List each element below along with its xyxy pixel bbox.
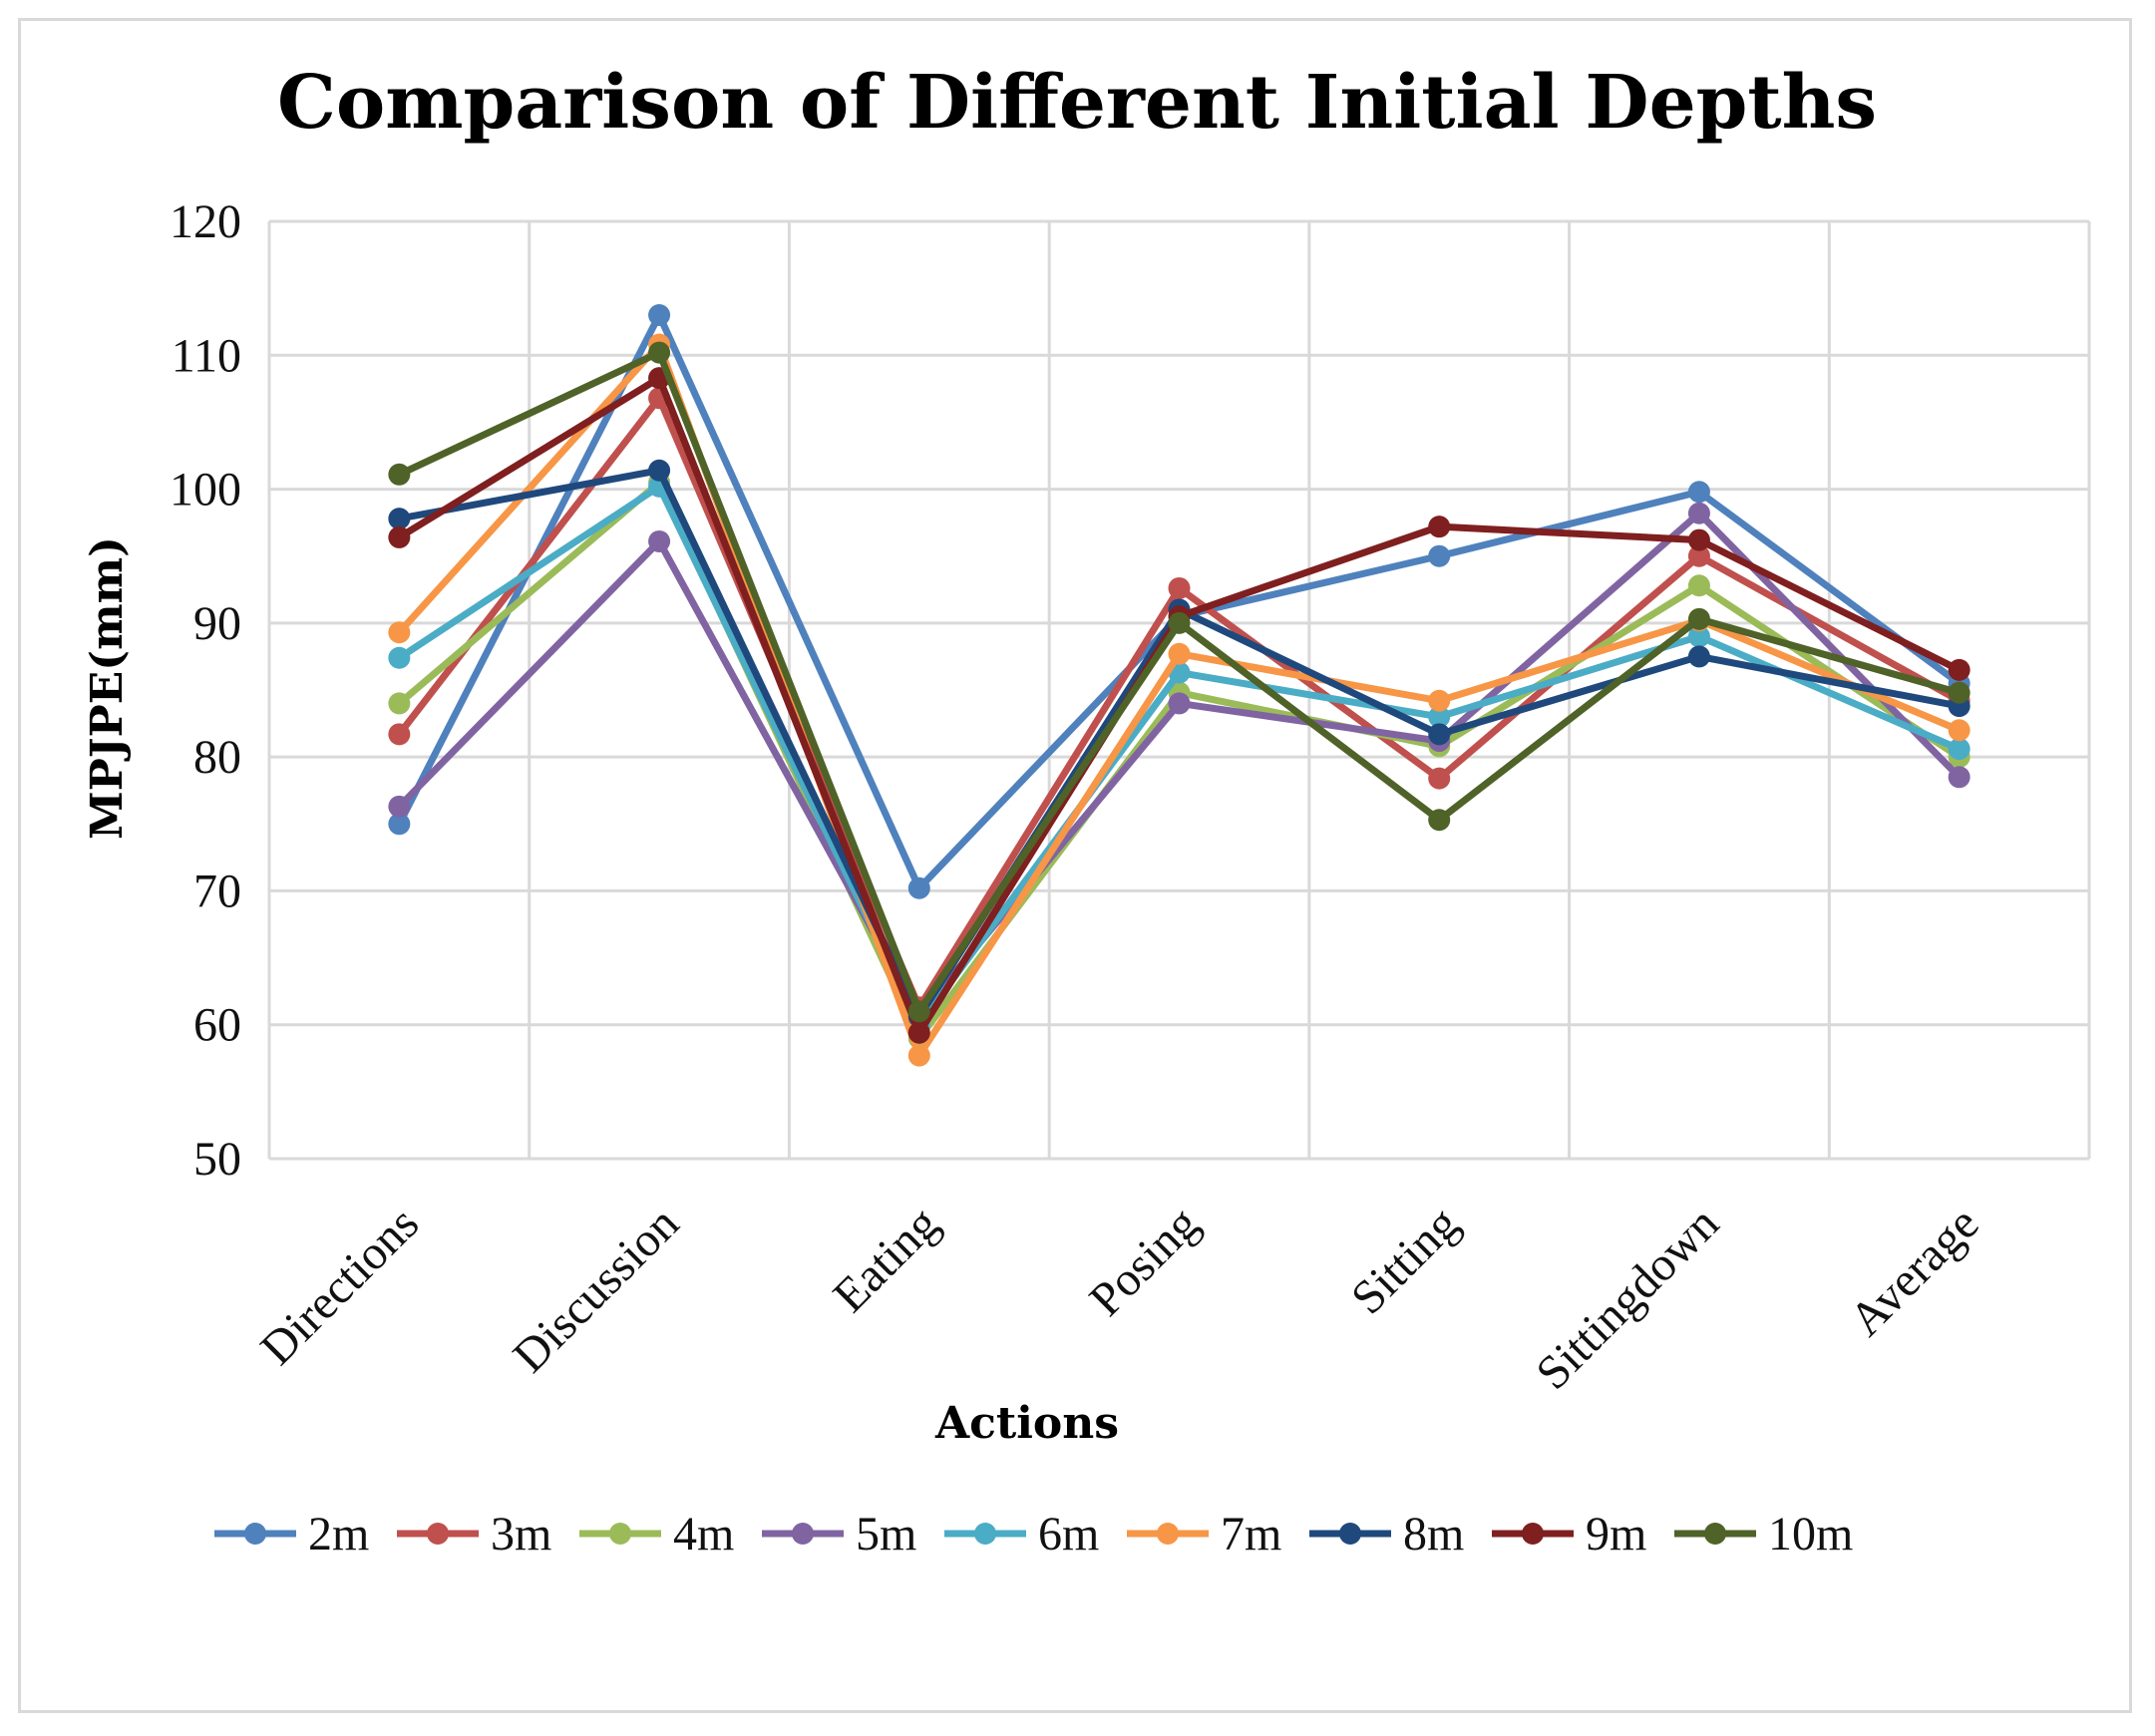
data-point bbox=[1168, 692, 1191, 715]
axes bbox=[267, 221, 2089, 1161]
x-category-label: Average bbox=[1840, 1197, 1989, 1346]
x-category-label: Sitting bbox=[1341, 1197, 1469, 1324]
data-point bbox=[1168, 642, 1191, 665]
y-tick-label: 110 bbox=[172, 329, 241, 382]
data-point bbox=[1428, 689, 1451, 712]
data-point bbox=[648, 459, 671, 482]
legend-swatch-marker bbox=[1157, 1523, 1179, 1545]
legend-item: 10m bbox=[1674, 1508, 1853, 1561]
data-point bbox=[1428, 544, 1451, 567]
data-point bbox=[907, 1021, 930, 1044]
data-point bbox=[388, 692, 411, 715]
data-point bbox=[388, 621, 411, 644]
legend-label: 3m bbox=[491, 1508, 551, 1561]
data-point bbox=[388, 813, 411, 836]
data-point bbox=[388, 723, 411, 746]
chart-title: Comparison of Different Initial Depths bbox=[277, 60, 1877, 146]
legend-label: 4m bbox=[673, 1508, 734, 1561]
legend-swatch-marker bbox=[1704, 1523, 1726, 1545]
x-axis-title: Actions bbox=[934, 1398, 1119, 1449]
data-point bbox=[1168, 611, 1191, 634]
data-point bbox=[648, 304, 671, 326]
data-point bbox=[1428, 767, 1451, 790]
y-tick-labels: 50 60 70 80 90 100 110 120 bbox=[170, 195, 241, 1186]
data-point bbox=[1687, 625, 1710, 648]
x-category-labels: Directions Discussion Eating Posing Sitting S… bbox=[250, 1197, 1988, 1399]
legend-label: 6m bbox=[1038, 1508, 1099, 1561]
data-point bbox=[1687, 502, 1710, 524]
data-point bbox=[1948, 681, 1971, 704]
data-point bbox=[1948, 738, 1971, 761]
data-point bbox=[1687, 528, 1710, 551]
x-category-label: Posing bbox=[1079, 1197, 1209, 1326]
y-tick-label: 120 bbox=[170, 195, 241, 248]
data-point bbox=[388, 525, 411, 548]
data-point bbox=[1168, 576, 1191, 599]
legend-swatch-marker bbox=[244, 1523, 266, 1545]
legend-item: 4m bbox=[579, 1508, 734, 1561]
gridlines bbox=[269, 219, 2091, 1159]
y-tick-label: 90 bbox=[193, 597, 241, 650]
series-10m bbox=[388, 341, 1971, 1023]
legend-swatch-marker bbox=[1522, 1523, 1544, 1545]
data-point bbox=[1687, 574, 1710, 597]
data-point bbox=[388, 508, 411, 530]
data-point bbox=[648, 341, 671, 364]
legend-item: 9m bbox=[1492, 1508, 1646, 1561]
data-point bbox=[1428, 516, 1451, 538]
x-category-label: Sittingdown bbox=[1526, 1197, 1728, 1399]
data-point bbox=[1687, 544, 1710, 567]
x-category-label: Eating bbox=[823, 1197, 948, 1322]
data-point bbox=[1687, 481, 1710, 504]
legend-swatch-marker bbox=[974, 1523, 996, 1545]
legend-label: 10m bbox=[1768, 1508, 1853, 1561]
chart-frame bbox=[18, 18, 2132, 1713]
data-point bbox=[1428, 705, 1451, 728]
legend-label: 2m bbox=[308, 1508, 369, 1561]
legend-swatch-marker bbox=[609, 1523, 631, 1545]
data-point bbox=[1948, 766, 1971, 789]
legend-item: 7m bbox=[1127, 1508, 1281, 1561]
legend-label: 8m bbox=[1403, 1508, 1464, 1561]
legend-label: 9m bbox=[1586, 1508, 1646, 1561]
legend-item: 5m bbox=[762, 1508, 916, 1561]
legend-label: 7m bbox=[1221, 1508, 1281, 1561]
data-point bbox=[1948, 719, 1971, 742]
data-point bbox=[907, 876, 930, 899]
x-category-label: Directions bbox=[250, 1197, 429, 1375]
data-point bbox=[1687, 607, 1710, 630]
data-point bbox=[388, 463, 411, 486]
data-point bbox=[388, 795, 411, 818]
data-point bbox=[1428, 809, 1451, 832]
data-point bbox=[1948, 658, 1971, 681]
legend-item: 2m bbox=[214, 1508, 369, 1561]
data-point bbox=[388, 646, 411, 669]
legend-label: 5m bbox=[856, 1508, 916, 1561]
y-tick-label: 80 bbox=[193, 731, 241, 784]
data-point bbox=[1687, 645, 1710, 668]
legend-swatch-marker bbox=[427, 1523, 449, 1545]
legend-swatch-marker bbox=[1339, 1523, 1361, 1545]
y-tick-label: 100 bbox=[170, 464, 241, 517]
legend-item: 8m bbox=[1309, 1508, 1464, 1561]
legend-swatch-marker bbox=[792, 1523, 814, 1545]
y-tick-label: 60 bbox=[193, 999, 241, 1052]
data-point bbox=[907, 1044, 930, 1067]
y-tick-label: 50 bbox=[193, 1133, 241, 1186]
y-tick-label: 70 bbox=[193, 865, 241, 917]
legend: 2m 3m 4m 5m 6m 7m 8m 9m 10m bbox=[214, 1508, 1853, 1561]
data-point bbox=[907, 1000, 930, 1023]
x-category-label: Discussion bbox=[503, 1197, 688, 1382]
legend-item: 6m bbox=[944, 1508, 1099, 1561]
y-axis-title: MPJPE(mm) bbox=[82, 536, 133, 840]
legend-item: 3m bbox=[397, 1508, 551, 1561]
data-point bbox=[1428, 723, 1451, 746]
series-lines bbox=[388, 304, 1971, 1067]
data-point bbox=[648, 529, 671, 552]
